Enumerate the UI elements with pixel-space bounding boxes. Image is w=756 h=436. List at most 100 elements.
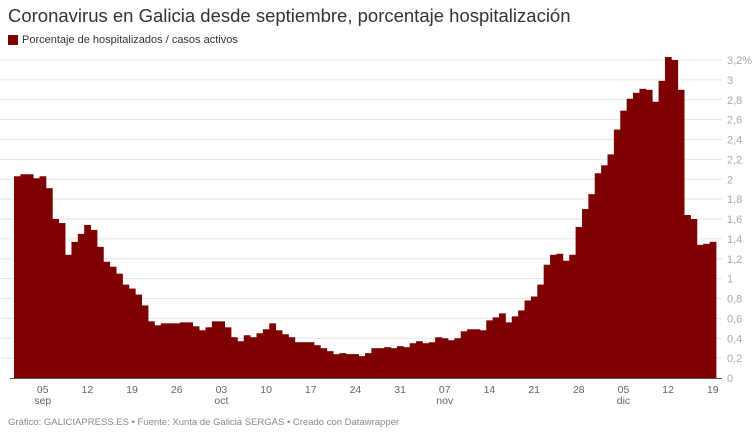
x-tick-label: 10: [260, 384, 272, 396]
x-tick-label: 05: [618, 384, 630, 396]
bar: [224, 327, 232, 378]
bar: [230, 337, 238, 378]
bar: [358, 356, 366, 378]
bar: [473, 329, 481, 378]
bar: [588, 194, 596, 378]
bar: [435, 337, 442, 378]
y-tick-label: 1: [727, 274, 733, 286]
x-tick-label: 31: [394, 384, 406, 396]
bar: [339, 353, 347, 378]
bar: [416, 341, 423, 378]
bar: [84, 224, 91, 378]
bar: [135, 294, 143, 378]
bar: [326, 351, 334, 378]
bar: [256, 333, 264, 378]
y-tick-label: 2,6: [727, 115, 742, 127]
bar: [320, 348, 328, 378]
legend-label: Porcentaje de hospitalizados / casos act…: [22, 34, 238, 46]
bar: [294, 342, 302, 378]
bar: [467, 329, 474, 378]
x-tick-label: 28: [573, 384, 585, 396]
bar: [58, 222, 66, 378]
bar: [569, 254, 576, 378]
bar: [148, 321, 155, 378]
bar: [562, 260, 570, 378]
bar: [518, 310, 525, 378]
bar: [696, 244, 704, 378]
y-tick-label: 3,2%: [727, 55, 752, 67]
bar: [422, 343, 430, 378]
bar: [243, 335, 251, 378]
x-month-label: dic: [617, 395, 630, 407]
bar: [52, 219, 60, 378]
bar: [262, 329, 270, 378]
bar: [550, 254, 557, 378]
bar: [192, 326, 200, 378]
bar: [218, 321, 225, 378]
bar: [505, 322, 513, 378]
bar: [116, 273, 123, 378]
y-tick-label: 2,2: [727, 154, 742, 166]
bar: [511, 316, 519, 378]
bar: [428, 342, 436, 378]
bar: [237, 341, 245, 378]
bar: [103, 261, 111, 378]
y-tick-label: 0: [727, 373, 733, 385]
bar: [633, 92, 640, 378]
bar: [677, 89, 685, 378]
bar: [652, 101, 659, 379]
bar: [371, 348, 379, 378]
bar: [288, 337, 296, 378]
bar: [141, 305, 149, 378]
bar: [26, 174, 34, 378]
bar: [613, 129, 621, 378]
bar: [122, 284, 130, 378]
bar: [594, 173, 602, 378]
bar: [454, 338, 462, 378]
bar: [377, 348, 385, 378]
bar: [626, 98, 634, 378]
y-tick-label: 0,4: [727, 333, 742, 345]
bar: [524, 300, 532, 378]
bar: [486, 320, 494, 378]
bar: [396, 346, 404, 378]
x-tick-label: 07: [439, 384, 451, 396]
bar: [65, 254, 72, 378]
bar: [282, 334, 289, 378]
bar: [45, 188, 53, 378]
bar: [447, 340, 455, 378]
bar: [384, 347, 391, 378]
bar: [167, 323, 174, 378]
bar: [275, 330, 283, 378]
x-tick-label: 05: [37, 384, 49, 396]
x-month-label: sep: [34, 395, 51, 407]
x-tick-label: 03: [216, 384, 228, 396]
legend-swatch: [8, 35, 18, 45]
bar: [645, 89, 653, 378]
bar: [543, 264, 551, 378]
bar: [537, 284, 545, 378]
bar: [313, 345, 321, 378]
bar: [307, 342, 315, 378]
y-tick-label: 1,2: [727, 254, 742, 266]
bar: [173, 323, 181, 378]
bar: [556, 253, 564, 378]
bar: [333, 354, 340, 378]
bar: [479, 330, 487, 378]
chart-title: Coronavirus en Galicia desde septiembre,…: [8, 5, 571, 26]
bar: [390, 348, 398, 378]
x-tick-label: 12: [82, 384, 94, 396]
bar: [403, 347, 411, 378]
x-tick-label: 17: [305, 384, 317, 396]
y-tick-label: 1,4: [727, 234, 742, 246]
bar: [345, 354, 353, 378]
bar: [664, 57, 672, 379]
bar: [154, 325, 162, 378]
x-tick-label: 21: [528, 384, 540, 396]
bar: [205, 327, 213, 378]
y-tick-label: 1,8: [727, 194, 742, 206]
y-tick-label: 0,2: [727, 353, 742, 365]
bar: [601, 165, 608, 378]
bar: [460, 331, 468, 378]
